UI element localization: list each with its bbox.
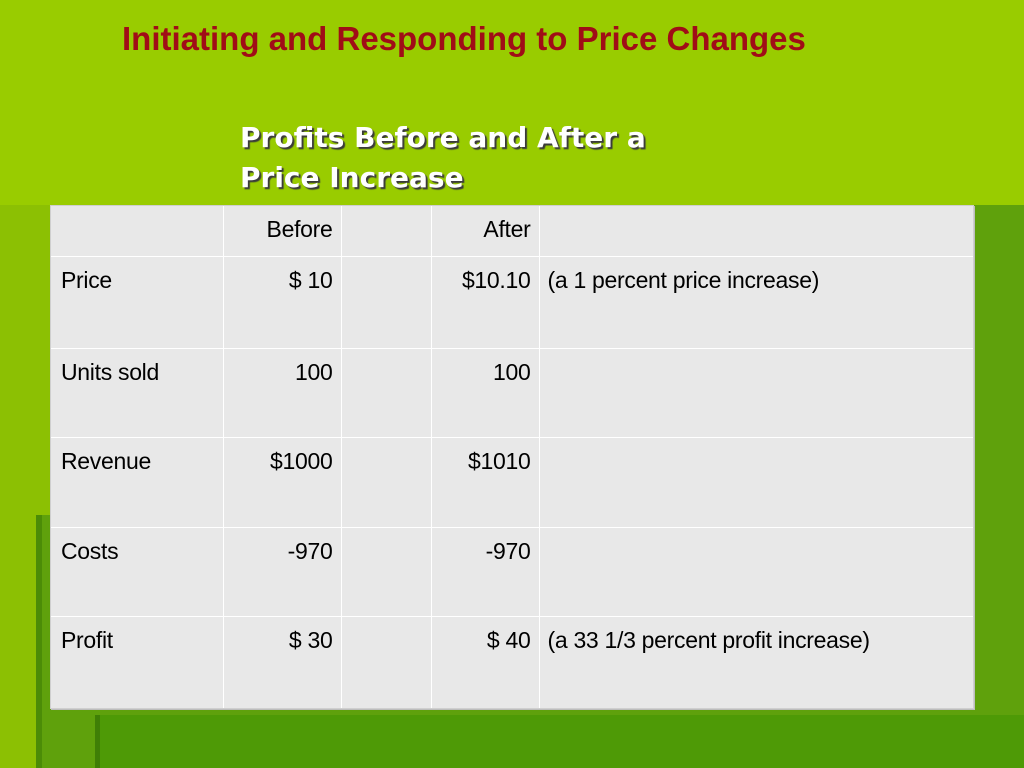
column-header-after: After — [431, 206, 540, 257]
column-header-before: Before — [223, 206, 342, 257]
after-value: $10.10 — [431, 256, 540, 349]
table-row: Revenue $1000 $1010 — [51, 437, 973, 528]
row-note — [539, 348, 973, 438]
background-band — [95, 715, 1024, 768]
spacer-cell — [341, 348, 432, 438]
table-heading-line: Price Increase — [240, 161, 464, 194]
row-note: (a 33 1/3 percent profit increase) — [547, 626, 871, 653]
table-row: Units sold 100 100 — [51, 348, 973, 438]
after-value: -970 — [431, 527, 540, 617]
row-note — [539, 527, 973, 617]
row-label: Units sold — [51, 348, 224, 438]
spacer-cell — [341, 527, 432, 617]
background-stripe — [95, 715, 100, 768]
table-row: Price $ 10 $10.10 (a 1 percent price inc… — [51, 256, 973, 349]
table-header-row: Before After — [51, 206, 973, 257]
before-value: $ 10 — [223, 256, 342, 349]
after-value: $1010 — [431, 437, 540, 528]
profit-table: Before After Price $ 10 $10.10 (a 1 perc… — [51, 206, 973, 708]
background-stripe — [36, 515, 42, 768]
after-value: 100 — [431, 348, 540, 438]
column-header — [51, 206, 224, 257]
row-label: Price — [51, 256, 224, 349]
row-note: (a 1 percent price increase) — [539, 256, 973, 349]
table-row: Costs -970 -970 — [51, 527, 973, 617]
after-value: $ 40 — [431, 616, 540, 708]
spacer-cell — [341, 616, 432, 708]
table-heading-line: Profits Before and After a — [240, 121, 646, 154]
column-header — [539, 206, 973, 257]
row-note — [539, 437, 973, 528]
before-value: 100 — [223, 348, 342, 438]
spacer-cell — [341, 437, 432, 528]
column-header — [341, 206, 432, 257]
row-label: Costs — [51, 527, 224, 617]
table-heading: Profits Before and After a Price Increas… — [240, 118, 646, 198]
spacer-cell — [341, 256, 432, 349]
before-value: $1000 — [223, 437, 342, 528]
table-row: Profit $ 30 $ 40 (a 33 1/3 percent profi… — [51, 616, 973, 708]
profit-table-container: Before After Price $ 10 $10.10 (a 1 perc… — [50, 205, 974, 709]
slide-title: Initiating and Responding to Price Chang… — [122, 20, 806, 57]
row-label: Revenue — [51, 437, 224, 528]
row-label: Profit — [51, 616, 224, 708]
before-value: $ 30 — [223, 616, 342, 708]
before-value: -970 — [223, 527, 342, 617]
